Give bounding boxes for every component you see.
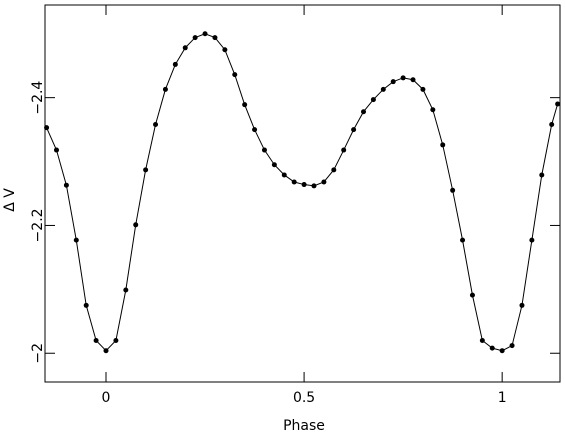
data-point bbox=[271, 162, 277, 168]
data-point bbox=[469, 292, 475, 298]
data-point bbox=[380, 86, 386, 92]
data-point bbox=[162, 86, 168, 92]
data-point bbox=[281, 172, 287, 178]
plot-frame bbox=[44, 4, 561, 383]
x-tick-label: 1 bbox=[498, 390, 507, 406]
data-point bbox=[555, 101, 561, 107]
data-point bbox=[63, 182, 69, 188]
y-tick-label: −2 bbox=[30, 343, 46, 364]
data-point bbox=[222, 47, 228, 53]
data-point bbox=[460, 237, 466, 243]
data-point bbox=[450, 187, 456, 193]
data-point bbox=[73, 237, 79, 243]
data-point bbox=[361, 109, 367, 115]
data-point bbox=[430, 107, 436, 113]
data-point bbox=[202, 31, 208, 37]
data-point bbox=[242, 102, 248, 108]
data-point bbox=[192, 35, 198, 41]
x-tick-label: 0 bbox=[102, 390, 111, 406]
data-point bbox=[509, 343, 515, 349]
data-point bbox=[53, 147, 59, 153]
data-point bbox=[44, 125, 50, 131]
data-point bbox=[123, 287, 129, 293]
data-point bbox=[400, 75, 406, 81]
y-tick-label: −2.2 bbox=[30, 208, 46, 242]
data-point bbox=[93, 337, 99, 343]
data-point bbox=[83, 302, 89, 308]
y-axis-label: Δ V bbox=[2, 188, 18, 212]
data-point bbox=[390, 79, 396, 85]
data-point bbox=[182, 45, 188, 51]
data-point bbox=[410, 77, 416, 83]
x-tick-label: 0.5 bbox=[293, 390, 315, 406]
data-point bbox=[331, 167, 337, 173]
x-axis-label: Phase bbox=[283, 418, 325, 434]
data-point bbox=[489, 345, 495, 351]
fit-line bbox=[46, 33, 559, 352]
data-point bbox=[232, 72, 238, 78]
data-point bbox=[499, 348, 505, 354]
data-point bbox=[420, 86, 426, 92]
data-point bbox=[252, 127, 258, 133]
data-point bbox=[529, 237, 535, 243]
data-point bbox=[103, 348, 109, 354]
data-point bbox=[519, 302, 525, 308]
data-point bbox=[133, 222, 139, 228]
data-point bbox=[370, 97, 376, 103]
data-point bbox=[311, 183, 317, 189]
data-point bbox=[261, 147, 267, 153]
data-point bbox=[212, 35, 218, 41]
data-point bbox=[172, 61, 178, 67]
data-point bbox=[301, 182, 307, 188]
data-point bbox=[291, 179, 297, 185]
data-point bbox=[351, 127, 357, 133]
data-point bbox=[341, 147, 347, 153]
data-point bbox=[153, 121, 159, 127]
data-point bbox=[539, 172, 545, 178]
data-point bbox=[143, 167, 149, 173]
data-point bbox=[113, 337, 119, 343]
y-tick-label: −2.4 bbox=[30, 81, 46, 115]
data-point bbox=[479, 337, 485, 343]
data-point bbox=[440, 142, 446, 148]
data-point bbox=[321, 179, 327, 185]
data-point bbox=[549, 121, 555, 127]
